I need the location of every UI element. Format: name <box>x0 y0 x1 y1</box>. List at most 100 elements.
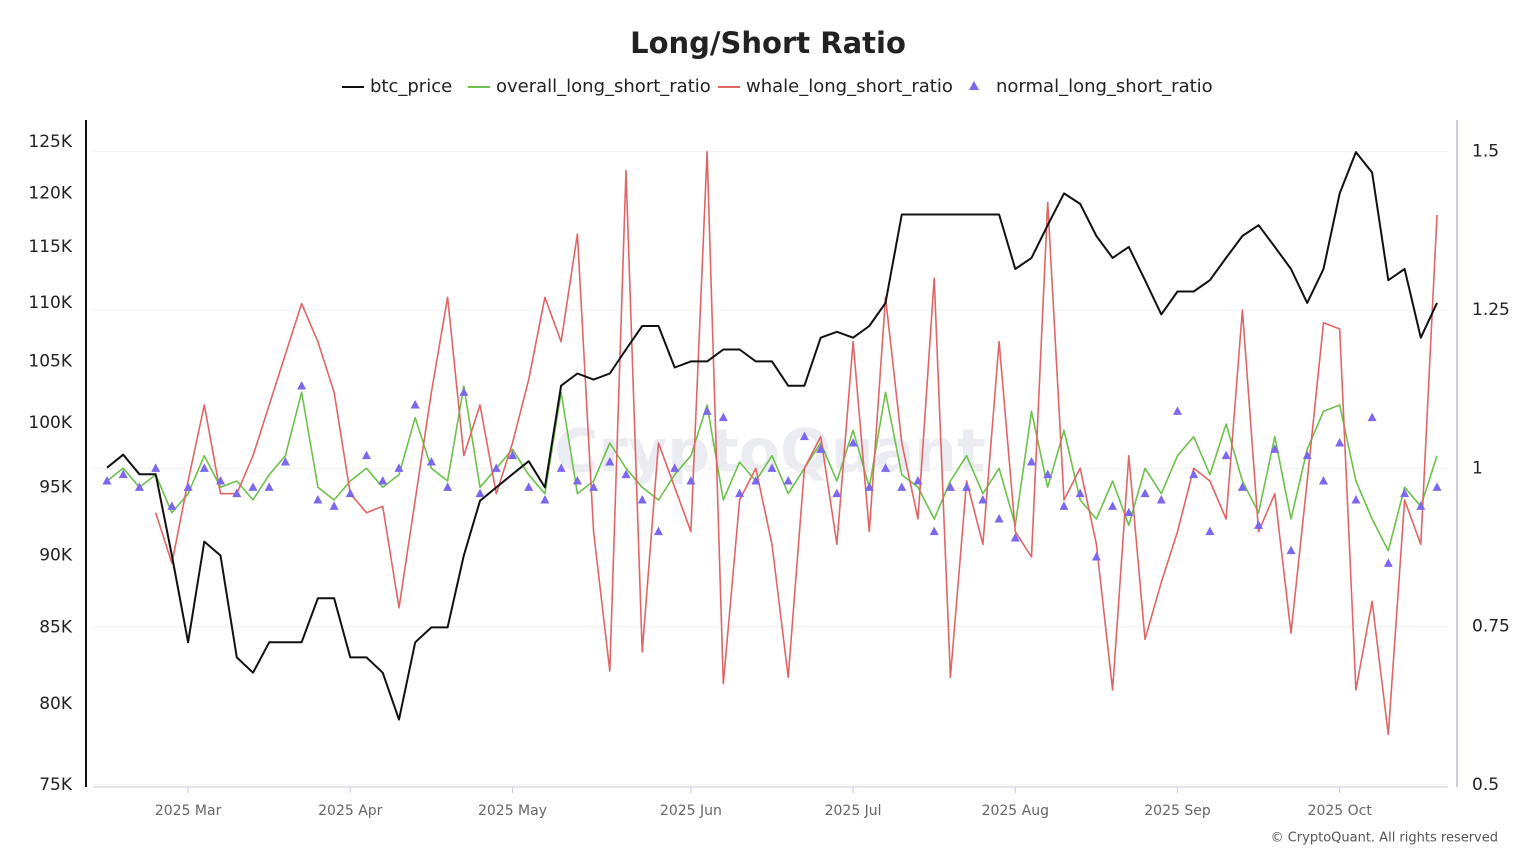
y2-tick-label: 0.5 <box>1472 775 1499 795</box>
legend-label: normal_long_short_ratio <box>996 76 1213 97</box>
x-tick-label: 2025 May <box>478 803 547 819</box>
triangle-marker <box>718 412 728 422</box>
triangle-marker <box>491 463 501 472</box>
triangle-marker <box>783 476 793 485</box>
triangle-marker <box>1075 488 1085 498</box>
triangle-marker <box>1189 469 1199 479</box>
triangle-marker <box>1351 495 1361 504</box>
triangle-marker <box>507 450 517 460</box>
triangle-marker <box>394 463 404 472</box>
x-tick-label: 2025 Apr <box>318 803 383 819</box>
y-tick-label: 115K <box>28 237 72 257</box>
y2-tick-label: 1 <box>1472 458 1483 478</box>
y-tick-label: 100K <box>28 413 72 433</box>
triangle-marker <box>686 476 696 485</box>
triangle-marker <box>459 387 469 396</box>
triangle-marker <box>1172 406 1182 415</box>
y-tick-label: 120K <box>28 183 72 203</box>
triangle-marker <box>102 476 112 485</box>
triangle-marker <box>540 495 550 504</box>
triangle-marker <box>848 438 858 447</box>
triangle-marker <box>881 463 891 472</box>
y-tick-label: 125K <box>28 132 72 152</box>
triangle-marker <box>1059 501 1069 510</box>
triangle-marker <box>1027 457 1037 466</box>
x-tick-label: 2025 Jun <box>660 803 722 819</box>
triangle-marker <box>1270 444 1280 453</box>
triangle-marker <box>1302 450 1312 460</box>
triangle-marker <box>1108 501 1118 510</box>
triangle-marker <box>313 495 323 504</box>
triangle-marker <box>264 482 274 491</box>
y-tick-label: 95K <box>39 477 73 497</box>
series-line <box>106 385 1438 552</box>
y-tick-label: 75K <box>39 775 73 795</box>
triangle-marker <box>702 406 712 415</box>
triangle-marker <box>832 488 842 498</box>
triangle-marker <box>199 463 209 472</box>
y-tick-label: 110K <box>28 293 72 313</box>
triangle-marker <box>864 482 874 491</box>
triangle-marker <box>183 482 193 491</box>
triangle-marker <box>1286 545 1296 555</box>
triangle-marker <box>945 482 955 491</box>
triangle-marker <box>1124 507 1134 517</box>
triangle-marker <box>670 463 680 472</box>
triangle-marker <box>897 482 907 491</box>
triangle-marker <box>297 381 307 390</box>
triangle-marker <box>378 476 388 485</box>
series-line <box>154 150 1438 736</box>
triangle-marker <box>751 476 761 485</box>
triangle-marker <box>443 482 453 491</box>
triangle-marker <box>1221 450 1231 460</box>
triangle-marker <box>1140 488 1150 498</box>
triangle-marker <box>1156 495 1166 504</box>
triangle-marker <box>1432 482 1442 491</box>
triangle-marker <box>605 457 615 466</box>
triangle-marker <box>280 457 290 466</box>
y2-tick-label: 0.75 <box>1472 617 1510 637</box>
y2-tick-label: 1.25 <box>1472 300 1510 320</box>
triangle-marker <box>248 482 258 491</box>
y-tick-label: 80K <box>39 694 73 714</box>
triangle-marker <box>118 469 128 479</box>
triangle-marker <box>978 495 988 504</box>
triangle-marker <box>994 514 1004 523</box>
triangle-marker <box>799 431 809 441</box>
triangle-marker <box>167 501 177 510</box>
triangle-marker <box>345 488 355 498</box>
y-tick-label: 105K <box>28 351 72 371</box>
triangle-marker <box>637 495 647 504</box>
triangle-marker <box>962 482 972 491</box>
triangle-marker <box>1367 412 1377 422</box>
triangle-marker <box>1383 558 1393 567</box>
triangle-marker <box>735 488 745 498</box>
triangle-marker <box>1335 438 1345 447</box>
triangle-marker <box>621 469 631 479</box>
triangle-marker <box>1254 520 1264 529</box>
legend-label: overall_long_short_ratio <box>496 76 711 97</box>
triangle-marker <box>216 476 226 485</box>
triangle-marker <box>151 463 161 472</box>
y2-tick-label: 1.5 <box>1472 142 1499 162</box>
footer: © CryptoQuant. All rights reserved <box>1271 831 1498 846</box>
x-tick-label: 2025 Sep <box>1144 803 1211 819</box>
chart-title: Long/Short Ratio <box>630 26 906 60</box>
series-line <box>106 151 1438 721</box>
triangle-marker <box>1010 533 1020 542</box>
triangle-marker <box>1416 501 1426 510</box>
x-tick-label: 2025 Jul <box>825 803 882 819</box>
triangle-marker <box>329 501 339 510</box>
triangle-marker <box>426 457 436 466</box>
triangle-marker <box>1091 552 1101 561</box>
triangle-marker <box>816 444 826 453</box>
triangle-marker <box>1237 482 1247 491</box>
y-tick-label: 90K <box>39 545 73 565</box>
legend-label: whale_long_short_ratio <box>746 76 953 97</box>
triangle-marker <box>1318 476 1328 485</box>
triangle-marker <box>767 463 777 472</box>
y-tick-label: 85K <box>39 617 73 637</box>
x-tick-label: 2025 Aug <box>982 803 1049 819</box>
